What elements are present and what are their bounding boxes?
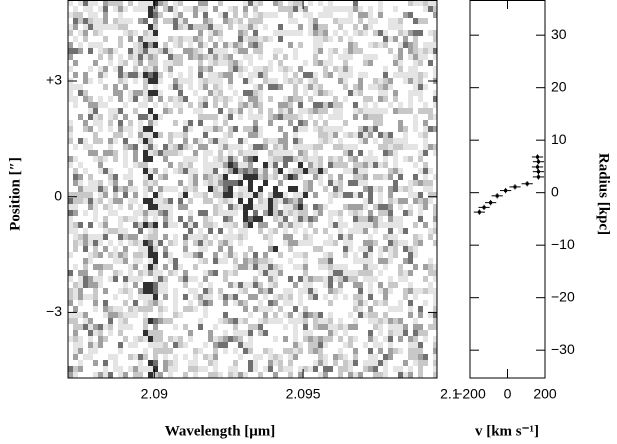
x-tick-label: 200 — [533, 386, 557, 402]
y-axis-label: Radius [kpc] — [596, 153, 612, 235]
x-tick-label: 2.1 — [440, 386, 460, 402]
point — [536, 170, 540, 174]
x-tick-label: 2.09 — [141, 386, 168, 402]
x-axis-label: v [km s⁻¹] — [475, 423, 539, 439]
point — [525, 182, 529, 186]
x-tick-label: −200 — [454, 386, 486, 402]
y-axis-label: Position [″] — [7, 157, 23, 231]
point — [536, 155, 539, 159]
noise — [143, 0, 323, 378]
y-tick-label: 30 — [551, 26, 567, 42]
noise — [68, 0, 437, 378]
y-tick-label: −3 — [46, 303, 62, 319]
y-tick-label: −30 — [551, 341, 575, 357]
point — [482, 205, 486, 209]
frame — [67, 0, 438, 379]
point — [536, 165, 539, 169]
x-axis-label: Wavelength [μm] — [165, 423, 276, 439]
point — [504, 189, 508, 193]
x-tick-label: 2.095 — [286, 386, 321, 402]
y-tick-label: 10 — [551, 131, 567, 147]
y-tick-label: −10 — [551, 236, 575, 252]
noise — [68, 0, 437, 378]
noise — [68, 0, 437, 378]
y-tick-label: 0 — [551, 183, 559, 199]
y-tick-label: 20 — [551, 78, 567, 94]
y-tick-label: 0 — [54, 187, 62, 203]
point — [536, 175, 540, 179]
point — [477, 210, 481, 214]
y-tick-label: +3 — [46, 72, 62, 88]
point — [536, 160, 540, 164]
frame — [469, 0, 546, 379]
y-tick-label: −20 — [551, 288, 575, 304]
point — [489, 201, 493, 205]
x-tick-label: 0 — [504, 386, 512, 402]
point — [513, 185, 517, 189]
point — [495, 194, 499, 198]
